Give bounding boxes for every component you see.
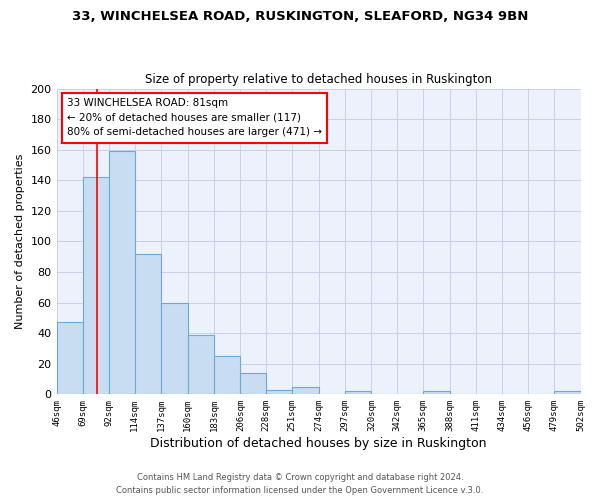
Text: 33 WINCHELSEA ROAD: 81sqm
← 20% of detached houses are smaller (117)
80% of semi: 33 WINCHELSEA ROAD: 81sqm ← 20% of detac… xyxy=(67,98,322,138)
Bar xyxy=(56,322,83,394)
Bar xyxy=(266,390,292,394)
Y-axis label: Number of detached properties: Number of detached properties xyxy=(15,154,25,329)
Bar xyxy=(241,373,266,394)
Bar xyxy=(188,334,214,394)
Text: Contains HM Land Registry data © Crown copyright and database right 2024.
Contai: Contains HM Land Registry data © Crown c… xyxy=(116,474,484,495)
Bar xyxy=(423,392,449,394)
Bar xyxy=(83,177,109,394)
Bar xyxy=(292,386,319,394)
Title: Size of property relative to detached houses in Ruskington: Size of property relative to detached ho… xyxy=(145,73,492,86)
Bar xyxy=(214,356,241,395)
X-axis label: Distribution of detached houses by size in Ruskington: Distribution of detached houses by size … xyxy=(150,437,487,450)
Text: 33, WINCHELSEA ROAD, RUSKINGTON, SLEAFORD, NG34 9BN: 33, WINCHELSEA ROAD, RUSKINGTON, SLEAFOR… xyxy=(72,10,528,23)
Bar xyxy=(134,254,161,394)
Bar xyxy=(161,302,188,394)
Bar xyxy=(109,151,134,394)
Bar xyxy=(345,392,371,394)
Bar xyxy=(554,392,581,394)
